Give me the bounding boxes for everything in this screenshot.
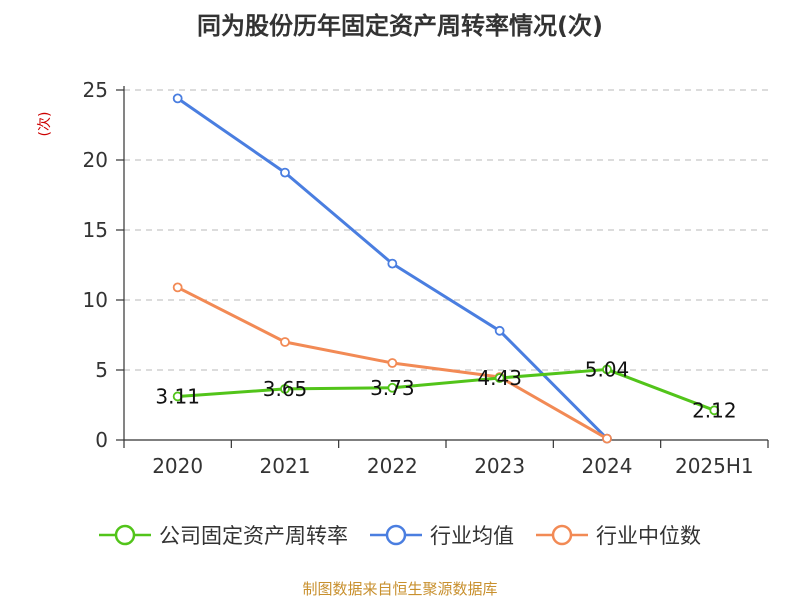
data-point-1	[280, 167, 290, 178]
data-point-2	[280, 337, 290, 347]
data-point-2	[602, 433, 612, 444]
legend-swatch-industry-median	[536, 524, 588, 546]
y-tick-label: 5	[95, 358, 108, 382]
legend-label-industry-median: 行业中位数	[596, 524, 701, 548]
y-tick-label: 25	[83, 78, 108, 102]
legend: 公司固定资产周转率 行业均值 行业中位数	[0, 520, 800, 550]
x-tick-label: 2021	[260, 454, 311, 478]
grid-lines	[124, 89, 768, 371]
data-point-1	[172, 93, 183, 104]
data-label: 2.12	[692, 398, 737, 422]
data-point-0	[280, 383, 290, 394]
data-point-2	[172, 282, 183, 293]
legend-swatch-industry-average	[370, 524, 422, 546]
data-label: 3.65	[263, 377, 308, 401]
legend-item-industry-median[interactable]: 行业中位数	[536, 520, 701, 550]
data-point-0	[709, 405, 720, 416]
series-line-0	[177, 367, 715, 412]
data-point-0	[387, 382, 398, 393]
axes: 0 5 10 15 20 25 2020 2021 2022 2023 2024 2025H1	[83, 78, 769, 478]
x-tick-label: 2023	[474, 454, 525, 478]
data-label: 4.43	[477, 366, 522, 390]
data-point-0	[602, 364, 612, 375]
x-tick-label: 2020	[152, 454, 203, 478]
y-tick-label: 15	[83, 218, 108, 242]
data-source-note: 制图数据来自恒生聚源数据库	[302, 580, 498, 598]
data-point-1	[387, 258, 398, 269]
legend-label-industry-average: 行业均值	[430, 524, 514, 548]
y-tick-label: 20	[83, 148, 108, 172]
legend-label-company: 公司固定资产周转率	[159, 524, 348, 548]
data-point-0	[494, 373, 505, 383]
data-label: 5.04	[585, 357, 630, 381]
data-point-2	[387, 358, 398, 368]
series-lines	[172, 93, 720, 444]
data-label: 3.11	[155, 384, 200, 408]
legend-item-company[interactable]: 公司固定资产周转率	[99, 520, 348, 550]
y-tick-label: 10	[83, 288, 108, 312]
y-tick-label: 0	[95, 428, 108, 452]
data-labels: 3.11 3.65 3.73 4.43 5.04 2.12	[155, 357, 736, 422]
data-label: 3.73	[370, 376, 415, 400]
x-tick-label: 2022	[367, 454, 418, 478]
x-tick-label: 2024	[582, 454, 633, 478]
legend-item-industry-average[interactable]: 行业均值	[370, 520, 514, 550]
legend-swatch-company	[99, 524, 151, 546]
chart-title: 同为股份历年固定资产周转率情况(次)	[197, 12, 603, 40]
data-point-1	[494, 325, 505, 336]
x-tick-label: 2025H1	[675, 454, 754, 478]
data-point-0	[172, 391, 183, 402]
